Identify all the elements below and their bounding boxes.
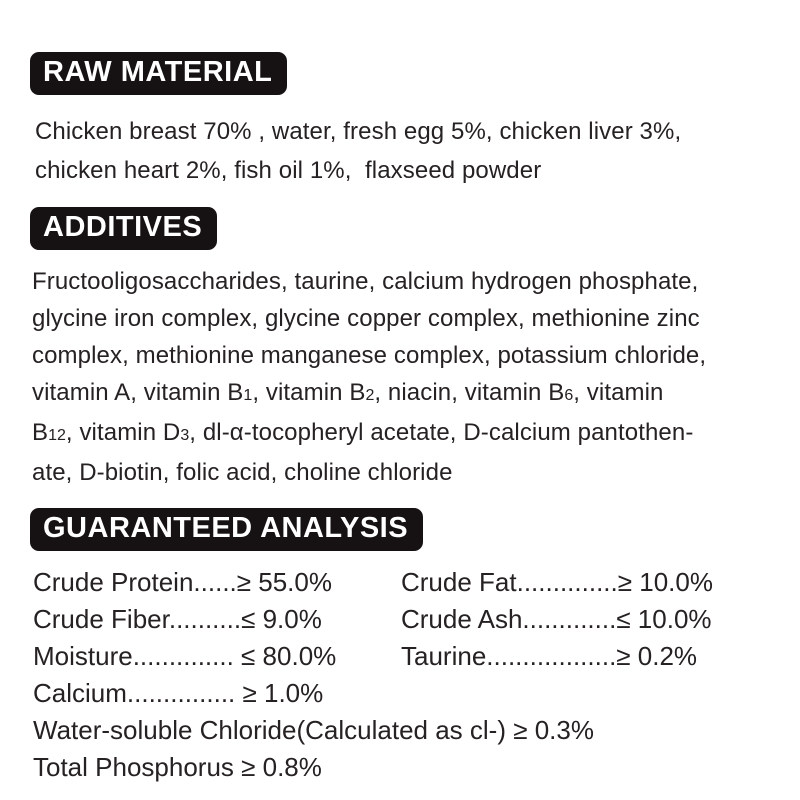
- additives-heading-row: ADDITIVES: [30, 207, 772, 250]
- additives-line: glycine iron complex, glycine copper com…: [32, 300, 772, 337]
- vitamin-subscript: 12: [48, 427, 66, 444]
- guaranteed-analysis-section: Crude Protein......≥ 55.0% Crude Fiber..…: [33, 564, 772, 786]
- analysis-column-right: Crude Fat..............≥ 10.0% Crude Ash…: [401, 564, 772, 675]
- additives-line: ate, D-biotin, folic acid, choline chlor…: [32, 454, 772, 491]
- additives-text-segment: complex, methionine manganese complex, p…: [32, 342, 707, 369]
- additives-heading: ADDITIVES: [30, 207, 218, 250]
- analysis-row-crude-ash: Crude Ash.............≤ 10.0%: [401, 604, 712, 634]
- raw-material-line: Chicken breast 70% , water, fresh egg 5%…: [35, 118, 682, 145]
- additives-text-segment: Fructooligosaccharides, taurine, calcium…: [32, 268, 699, 295]
- vitamin-subscript: 2: [365, 387, 375, 404]
- vitamin-subscript: 1: [243, 387, 253, 404]
- analysis-column-left: Crude Protein......≥ 55.0% Crude Fiber..…: [33, 564, 401, 712]
- raw-material-heading: RAW MATERIAL: [30, 52, 288, 95]
- analysis-row-calcium: Calcium............... ≥ 1.0%: [33, 678, 324, 708]
- analysis-row-crude-fiber: Crude Fiber..........≤ 9.0%: [33, 604, 322, 634]
- additives-text-segment: , dl-α-tocopheryl acetate, D-calcium pan…: [189, 419, 694, 446]
- additives-line: vitamin A, vitamin B1, vitamin B2, niaci…: [32, 374, 772, 414]
- analysis-row-water-soluble-chloride: Water-soluble Chloride(Calculated as cl-…: [33, 715, 594, 745]
- raw-material-heading-row: RAW MATERIAL: [30, 52, 772, 95]
- additives-text-segment: B: [32, 419, 49, 446]
- analysis-row-moisture: Moisture.............. ≤ 80.0%: [33, 641, 337, 671]
- additives-text: Fructooligosaccharides, taurine, calcium…: [32, 263, 772, 491]
- additives-text-segment: ate, D-biotin, folic acid, choline chlor…: [32, 459, 453, 486]
- analysis-row-total-phosphorus: Total Phosphorus ≥ 0.8%: [33, 752, 322, 782]
- analysis-columns: Crude Protein......≥ 55.0% Crude Fiber..…: [33, 564, 772, 712]
- vitamin-subscript: 3: [180, 427, 190, 444]
- vitamin-subscript: 6: [564, 387, 574, 404]
- additives-text-segment: vitamin A, vitamin B: [32, 379, 244, 406]
- additives-text-segment: , vitamin D: [65, 419, 181, 446]
- raw-material-text: Chicken breast 70% , water, fresh egg 5%…: [35, 112, 772, 190]
- raw-material-line: chicken heart 2%, fish oil 1%, flaxseed …: [35, 157, 542, 184]
- additives-line: B12, vitamin D3, dl-α-tocopheryl acetate…: [32, 414, 772, 454]
- guaranteed-analysis-heading: GUARANTEED ANALYSIS: [30, 508, 424, 551]
- analysis-row-crude-protein: Crude Protein......≥ 55.0%: [33, 567, 332, 597]
- additives-line: complex, methionine manganese complex, p…: [32, 337, 772, 374]
- analysis-row-taurine: Taurine..................≥ 0.2%: [401, 641, 698, 671]
- additives-text-segment: , niacin, vitamin B: [374, 379, 565, 406]
- additives-text-segment: , vitamin: [573, 379, 664, 406]
- guaranteed-analysis-heading-row: GUARANTEED ANALYSIS: [30, 508, 772, 551]
- analysis-full-width-rows: Water-soluble Chloride(Calculated as cl-…: [33, 712, 772, 786]
- additives-line: Fructooligosaccharides, taurine, calcium…: [32, 263, 772, 300]
- analysis-row-crude-fat: Crude Fat..............≥ 10.0%: [401, 567, 713, 597]
- additives-text-segment: glycine iron complex, glycine copper com…: [32, 305, 700, 332]
- additives-text-segment: , vitamin B: [252, 379, 366, 406]
